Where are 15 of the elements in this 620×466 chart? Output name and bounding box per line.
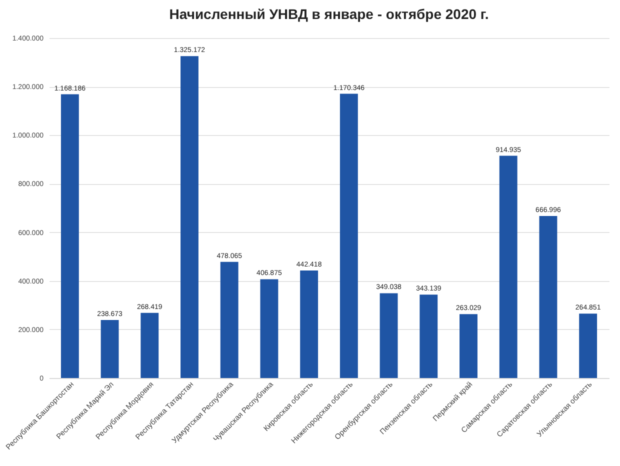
bar	[180, 56, 198, 378]
bar	[100, 320, 119, 378]
bar	[340, 94, 358, 378]
bar	[420, 294, 438, 378]
bar	[140, 312, 159, 378]
bar	[380, 293, 398, 378]
bar	[460, 314, 478, 378]
bar	[220, 262, 238, 378]
bar	[60, 94, 79, 378]
bar	[539, 216, 558, 378]
chart-title: Начисленный УНВД в январе - октябре 2020 г.	[169, 6, 489, 22]
bar	[260, 279, 278, 378]
bar	[300, 270, 318, 378]
bar	[579, 314, 598, 378]
bar	[499, 156, 518, 378]
